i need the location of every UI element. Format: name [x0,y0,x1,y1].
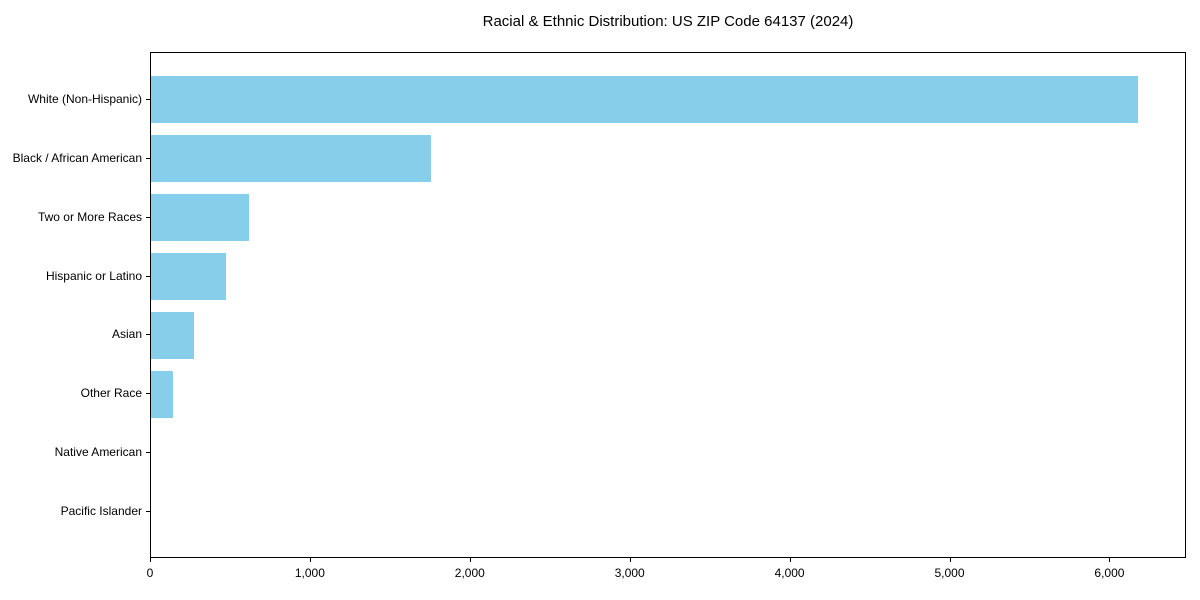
x-tick [629,558,631,562]
category-label: Pacific Islander [60,504,142,519]
y-tick [146,275,150,277]
y-tick [146,511,150,513]
x-tick [150,558,151,562]
bar [151,311,195,360]
bar [151,370,174,419]
x-tick-label: 4,000 [774,566,805,580]
y-tick [146,334,150,336]
bar [151,134,431,183]
y-tick [146,452,150,454]
category-label: Native American [54,445,142,460]
x-tick [949,558,951,562]
x-tick-label: 3,000 [614,566,645,580]
bar [151,76,1138,124]
x-tick-label: 5,000 [934,566,965,580]
y-tick [146,216,150,218]
category-label: Black / African American [12,150,142,165]
x-tick [1109,558,1111,562]
x-tick-label: 1,000 [294,566,325,580]
category-label: Asian [111,327,142,342]
chart-title: Racial & Ethnic Distribution: US ZIP Cod… [482,13,854,30]
plot-area [150,52,1186,558]
x-tick-label: 6,000 [1094,566,1125,580]
x-tick-label: 2,000 [454,566,485,580]
x-tick [789,558,791,562]
y-tick [146,98,150,100]
bar [151,193,250,242]
x-tick [469,558,471,562]
bar [151,252,226,301]
y-tick [146,157,150,159]
y-tick [146,393,150,395]
category-label: White (Non-Hispanic) [27,91,142,106]
x-tick [309,558,311,562]
category-label: Hispanic or Latino [45,268,142,283]
category-label: Two or More Races [37,209,142,224]
category-label: Other Race [80,386,142,401]
x-tick-label: 0 [146,566,154,580]
